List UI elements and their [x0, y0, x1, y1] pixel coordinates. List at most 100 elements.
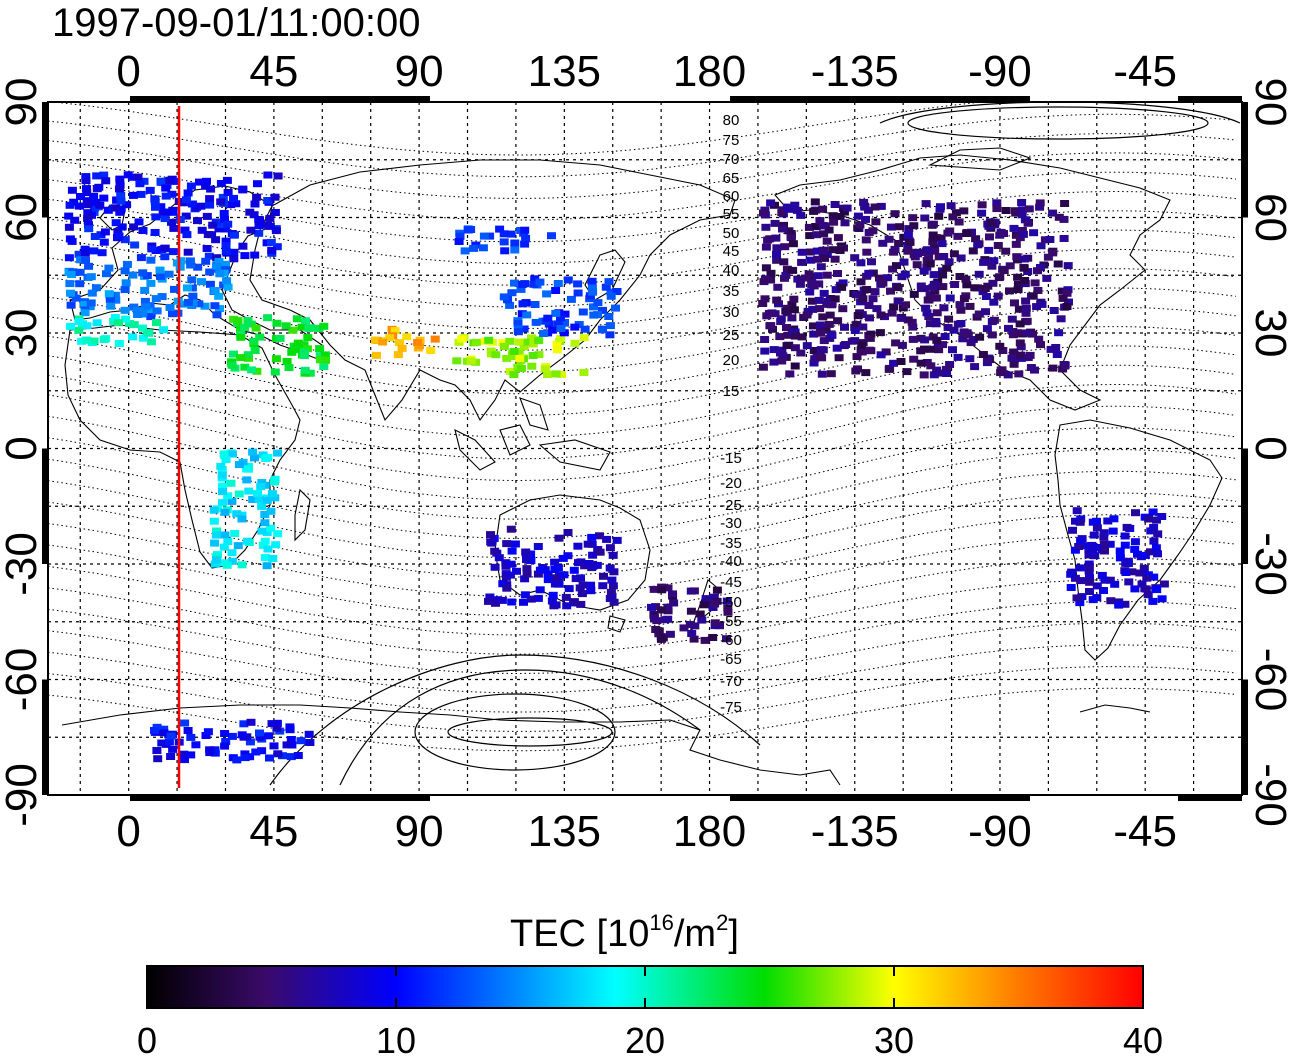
tec-cell [484, 336, 494, 344]
tec-cell [876, 311, 886, 319]
tec-cell [956, 254, 966, 262]
tec-cell [219, 209, 229, 217]
tec-cell [766, 199, 776, 207]
tec-cell [528, 340, 538, 348]
tec-cell [76, 256, 86, 264]
tec-cell [231, 200, 241, 208]
contour-label: 45 [723, 243, 740, 260]
tec-cell [1016, 343, 1026, 351]
tec-cell [257, 527, 267, 535]
tec-cell [168, 208, 178, 216]
tec-cell [1105, 576, 1115, 584]
tec-cell [552, 340, 562, 348]
tec-cell [787, 314, 797, 322]
tec-cell [1054, 213, 1064, 221]
tec-cell [1028, 292, 1038, 300]
tec-cell [891, 339, 901, 347]
top-axis-ticks: 0 45 90 135 180 -135 -90 -45 [116, 47, 1177, 96]
tec-cell [817, 370, 827, 378]
tec-cell [1021, 309, 1031, 317]
tec-cell [850, 327, 860, 334]
tec-cell [219, 543, 229, 551]
tec-cell [890, 210, 900, 218]
tec-cell [278, 752, 287, 760]
tec-cell [1020, 277, 1030, 284]
tec-cell [808, 322, 818, 330]
tec-cell [296, 737, 306, 745]
tec-cell [663, 603, 673, 611]
tec-cell [288, 326, 298, 334]
contour-label: 20 [723, 352, 740, 369]
tec-cell [598, 306, 607, 314]
tec-cell [989, 257, 999, 265]
tec-cell [913, 250, 922, 258]
tec-cell [221, 738, 231, 745]
tec-cell [144, 329, 154, 337]
left-tick-label: -90 [0, 763, 46, 827]
tec-cell [973, 241, 983, 249]
tec-cell [80, 245, 90, 253]
tec-cell [580, 325, 590, 333]
tec-cell [765, 322, 775, 330]
tec-cell [1030, 279, 1040, 287]
tec-cell [257, 747, 267, 755]
tec-cell [788, 266, 798, 274]
tec-cell [104, 290, 114, 298]
right-tick-label: 60 [1246, 193, 1292, 242]
colorbar-tick-label: 0 [137, 1020, 157, 1057]
tec-cell [607, 576, 617, 584]
tec-cell [766, 276, 776, 284]
tec-cell [868, 227, 878, 235]
tec-cell [812, 231, 822, 239]
tec-cell [120, 286, 130, 294]
tec-cell [99, 194, 109, 202]
tec-cell [539, 330, 549, 337]
tec-cell [815, 305, 825, 313]
tec-cell [606, 288, 616, 296]
tec-cell [548, 326, 558, 334]
tec-cell [803, 307, 813, 315]
tec-cell [134, 218, 144, 226]
tec-cell [236, 354, 246, 362]
tec-cell [167, 218, 176, 226]
tec-cell [1074, 543, 1084, 550]
tec-cell [1052, 351, 1062, 358]
tec-cell [267, 247, 277, 254]
tec-cell [205, 268, 215, 276]
right-tick-label: 0 [1246, 436, 1292, 460]
tec-cell [217, 471, 227, 479]
tec-cell [809, 359, 819, 367]
tec-cell [254, 229, 264, 237]
tec-cell [928, 220, 938, 228]
tec-cell [764, 310, 774, 317]
tec-cell [162, 208, 172, 216]
tec-cell [889, 303, 899, 311]
tec-cell [229, 194, 238, 202]
tec-cell [136, 254, 146, 262]
tec-cell [80, 301, 90, 308]
tec-cell [472, 338, 481, 346]
tec-cell [1037, 300, 1047, 308]
tec-cell [761, 223, 771, 231]
tec-cell [605, 544, 615, 552]
tec-cell [985, 233, 994, 241]
tec-cell [183, 189, 193, 197]
tec-cell [700, 636, 710, 644]
tec-cell [161, 192, 171, 200]
tec-cell [185, 257, 195, 265]
bottom-axis-ticks: 0 45 90 135 180 -135 -90 -45 [116, 807, 1177, 856]
tec-cell [1033, 287, 1043, 294]
tec-cell [916, 282, 926, 290]
tec-cell [250, 454, 259, 462]
tec-cell [1122, 523, 1132, 531]
tec-cell [595, 548, 605, 556]
tec-cell [1099, 587, 1108, 594]
tec-cell [150, 229, 160, 236]
tec-cell [186, 261, 196, 269]
tec-cell [552, 346, 562, 354]
tec-cell [938, 341, 948, 349]
tec-cell [1146, 548, 1155, 556]
tec-cell [782, 324, 791, 331]
tec-cell [527, 362, 537, 370]
tec-cell [89, 192, 99, 200]
